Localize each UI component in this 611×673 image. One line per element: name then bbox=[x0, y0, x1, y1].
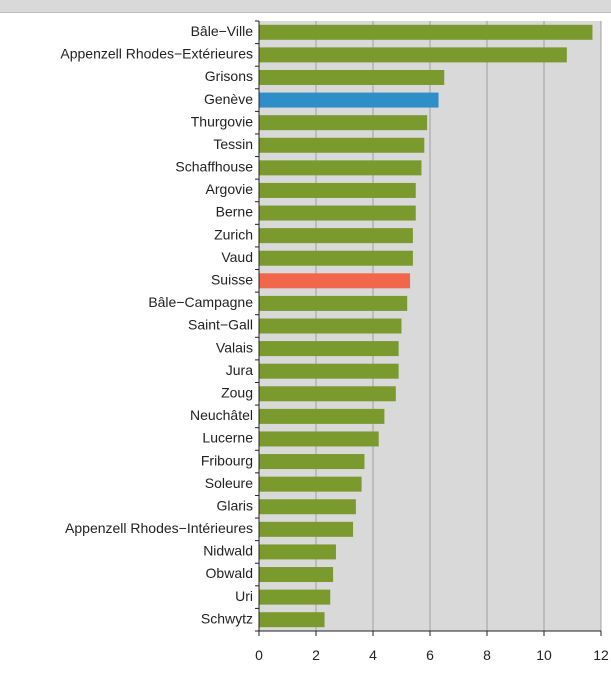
bar-0 bbox=[259, 24, 593, 40]
category-label: Lucerne bbox=[202, 430, 253, 446]
bar-10 bbox=[259, 250, 413, 266]
header-strip bbox=[0, 0, 611, 13]
x-tick-labels: 0 2 4 6 8 10 12 bbox=[255, 647, 609, 663]
x-tick-label: 8 bbox=[483, 647, 491, 663]
category-label: Bâle−Ville bbox=[191, 23, 254, 39]
category-label: Bâle−Campagne bbox=[148, 294, 253, 310]
bar-4 bbox=[259, 115, 428, 131]
bar-19 bbox=[259, 454, 365, 470]
category-label: Schaffhouse bbox=[175, 159, 253, 175]
bar-11 bbox=[259, 273, 411, 289]
bar-5 bbox=[259, 137, 425, 153]
bar-2 bbox=[259, 69, 445, 85]
axes bbox=[255, 20, 602, 636]
category-label: Soleure bbox=[205, 475, 253, 491]
bar-14 bbox=[259, 341, 399, 357]
x-tick-label: 0 bbox=[255, 647, 263, 663]
category-label: Valais bbox=[216, 339, 253, 355]
category-label: Grisons bbox=[205, 68, 253, 84]
category-label: Zoug bbox=[221, 384, 253, 400]
bar-24 bbox=[259, 567, 334, 583]
category-label: Neuchâtel bbox=[190, 407, 253, 423]
x-tick-label: 2 bbox=[312, 647, 320, 663]
category-label: Uri bbox=[235, 588, 253, 604]
category-label: Glaris bbox=[216, 497, 253, 513]
x-tick-label: 6 bbox=[426, 647, 434, 663]
bar-23 bbox=[259, 544, 336, 560]
bar-9 bbox=[259, 228, 413, 244]
category-label: Jura bbox=[226, 362, 253, 378]
x-tick-label: 12 bbox=[593, 647, 609, 663]
category-label: Obwald bbox=[206, 565, 253, 581]
category-label: Fribourg bbox=[201, 452, 253, 468]
bar-1 bbox=[259, 47, 567, 63]
category-label: Berne bbox=[216, 204, 254, 220]
category-label: Vaud bbox=[221, 249, 253, 265]
category-label: Argovie bbox=[206, 181, 254, 197]
bar-25 bbox=[259, 589, 331, 605]
category-label: Nidwald bbox=[203, 543, 253, 559]
bar-22 bbox=[259, 521, 354, 537]
category-label: Appenzell Rhodes−Intérieures bbox=[65, 520, 253, 536]
bar-26 bbox=[259, 612, 325, 628]
bar-17 bbox=[259, 408, 385, 424]
bars bbox=[259, 24, 593, 628]
x-tick-label: 10 bbox=[536, 647, 552, 663]
bar-15 bbox=[259, 363, 399, 379]
bar-21 bbox=[259, 499, 356, 515]
category-labels: Bâle−Ville Appenzell Rhodes−Extérieures Gr… bbox=[60, 23, 253, 626]
bar-8 bbox=[259, 205, 416, 221]
bar-18 bbox=[259, 431, 379, 447]
x-tick-label: 4 bbox=[369, 647, 377, 663]
bar-12 bbox=[259, 295, 408, 311]
category-label: Zurich bbox=[214, 226, 253, 242]
bar-20 bbox=[259, 476, 362, 492]
bar-16 bbox=[259, 386, 396, 402]
category-label: Suisse bbox=[211, 272, 253, 288]
category-label: Thurgovie bbox=[191, 113, 253, 129]
category-label: Appenzell Rhodes−Extérieures bbox=[60, 46, 253, 62]
bar-7 bbox=[259, 182, 416, 198]
bar-13 bbox=[259, 318, 402, 334]
bar-6 bbox=[259, 160, 422, 176]
category-label: Saint−Gall bbox=[188, 317, 253, 333]
bar-3 bbox=[259, 92, 439, 108]
category-label: Schwytz bbox=[201, 610, 253, 626]
category-label: Genève bbox=[204, 91, 253, 107]
category-label: Tessin bbox=[213, 136, 253, 152]
